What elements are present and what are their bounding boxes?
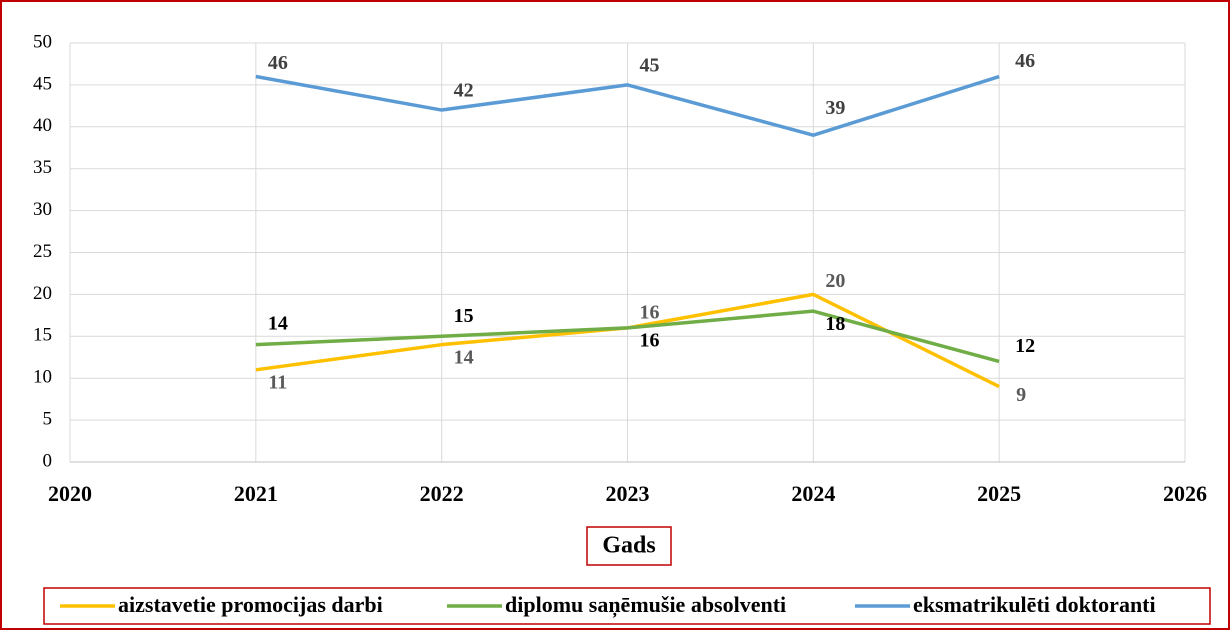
data-label: 46 [1015, 50, 1035, 72]
x-tick-label: 2026 [1163, 481, 1207, 506]
y-tick-label: 40 [33, 115, 52, 136]
x-tick-label: 2023 [606, 481, 650, 506]
legend-label: diplomu saņēmušie absolventi [505, 592, 786, 618]
y-tick-label: 35 [33, 157, 52, 178]
y-tick-label: 30 [33, 199, 52, 220]
x-tick-label: 2020 [48, 481, 92, 506]
data-label: 9 [1016, 384, 1026, 406]
x-tick-label: 2022 [420, 481, 464, 506]
data-label: 39 [825, 97, 845, 119]
data-label: 14 [268, 312, 288, 334]
y-tick-label: 25 [33, 241, 52, 262]
data-label: 15 [454, 305, 474, 327]
data-label: 18 [825, 313, 845, 335]
data-label: 12 [1015, 335, 1035, 357]
x-axis-title: Gads [602, 533, 655, 559]
x-title-box [586, 526, 672, 566]
x-tick-label: 2025 [977, 481, 1021, 506]
data-line [255, 309, 1000, 364]
legend-box [43, 587, 1211, 625]
data-line [255, 74, 1000, 137]
y-tick-label: 10 [33, 367, 52, 388]
data-label: 45 [640, 54, 660, 76]
x-tick-label: 2024 [791, 481, 835, 506]
y-tick-label: 0 [43, 450, 53, 471]
legend-label: eksmatrikulēti doktoranti [913, 592, 1156, 617]
data-label: 20 [825, 270, 845, 292]
data-label: 14 [454, 346, 474, 368]
data-label: 16 [640, 302, 660, 324]
x-tick-label: 2021 [234, 481, 278, 506]
y-tick-label: 45 [33, 73, 52, 94]
y-tick-label: 15 [33, 325, 52, 346]
y-tick-label: 5 [43, 408, 53, 429]
data-label: 42 [454, 80, 474, 102]
data-label: 11 [268, 371, 287, 393]
data-label: 46 [268, 52, 288, 74]
y-tick-label: 20 [33, 283, 52, 304]
legend-label: aizstavetie promocijas darbi [118, 592, 383, 617]
data-label: 16 [640, 330, 660, 352]
y-tick-label: 50 [33, 31, 52, 52]
